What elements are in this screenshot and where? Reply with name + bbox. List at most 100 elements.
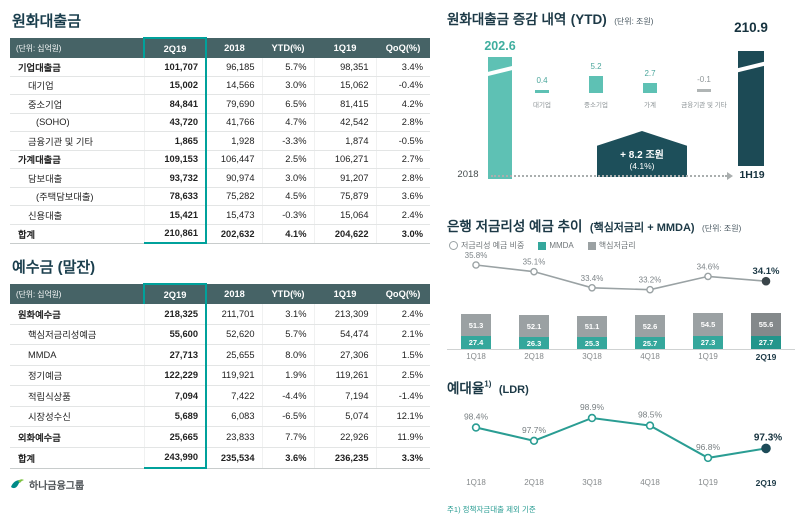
- value-cell: 3.6%: [375, 187, 430, 206]
- value-cell: 7,422: [205, 385, 262, 407]
- value-cell: 14,566: [205, 76, 262, 95]
- deposits-table: (단위: 십억원) 2Q19 2018 YTD(%) 1Q19 QoQ(%) 원…: [10, 283, 430, 469]
- row-label: 적립식상품: [10, 385, 144, 407]
- value-cell: 52,620: [205, 324, 262, 345]
- value-cell: 2.4%: [375, 205, 430, 225]
- value-current-quarter: 78,633: [143, 187, 207, 206]
- value-cell: 25,655: [205, 344, 262, 366]
- line-point: [645, 421, 655, 430]
- deposits-table-title: 예수금 (말잔): [12, 259, 96, 276]
- table-row: 원화예수금 218,325 211,701 3.1% 213,309 2.4%: [10, 304, 430, 325]
- value-current-quarter: 5,689: [143, 406, 207, 427]
- table-row: MMDA 27,713 25,655 8.0% 27,306 1.5%: [10, 344, 430, 366]
- delta-value: 2.7: [644, 69, 656, 78]
- table-row: 핵심저금리성예금 55,600 52,620 5.7% 54,474 2.1%: [10, 324, 430, 345]
- value-current-quarter: 55,600: [143, 324, 207, 345]
- value-cell: 2.5%: [375, 365, 430, 386]
- value-cell: 1,928: [205, 131, 262, 151]
- ratio-line: [475, 264, 767, 291]
- row-label: 합계: [10, 446, 144, 469]
- legend-label: MMDA: [549, 241, 574, 250]
- line-point: [704, 272, 712, 281]
- delta-label: 대기업: [533, 102, 551, 109]
- waterfall-end-value: 210.9: [734, 20, 768, 35]
- x-axis-label: 4Q18: [640, 478, 660, 487]
- value-current-quarter: 84,841: [143, 94, 207, 114]
- value-cell: 119,921: [205, 365, 262, 386]
- value-cell: 91,207: [313, 168, 376, 188]
- value-cell: 2.7%: [375, 150, 430, 169]
- row-label: 외화예수금: [10, 426, 144, 448]
- value-cell: 235,534: [205, 446, 262, 469]
- chart-title-text: 예대율: [447, 381, 485, 396]
- value-cell: 3.4%: [375, 58, 430, 77]
- value-cell: 4.2%: [375, 94, 430, 114]
- value-cell: 15,473: [205, 205, 262, 225]
- core-lowcost-bar-segment: 51.1: [577, 316, 607, 337]
- value-cell: 79,690: [205, 94, 262, 114]
- line-point-label: 35.1%: [523, 258, 546, 267]
- lowcost-deposit-combo-chart: 51.3 27.4 1Q18 52.1 26.3 2Q18 51.1 25.3 3Q18 52.6…: [447, 251, 795, 365]
- start-axis-label: 2018: [457, 169, 479, 180]
- row-label: 담보대출: [10, 168, 144, 188]
- unit-label: (단위: 십억원): [10, 38, 144, 58]
- combo-chart-legend: 저금리성 예금 비중 MMDA 핵심저금리: [449, 240, 795, 251]
- value-cell: 3.3%: [375, 446, 430, 469]
- value-cell: 3.6%: [261, 446, 314, 469]
- value-cell: 5.7%: [261, 324, 314, 345]
- x-axis-label: 1Q19: [698, 478, 718, 487]
- row-label: 시장성수신: [10, 406, 144, 427]
- table-row: (주택담보대출) 78,633 75,282 4.5% 75,879 3.6%: [10, 187, 430, 206]
- x-axis-label: 2Q18: [524, 352, 544, 361]
- ldr-polyline: [475, 416, 767, 459]
- line-point-label: 96.8%: [696, 442, 721, 452]
- row-label: (주택담보대출): [10, 187, 144, 206]
- value-current-quarter: 109,153: [143, 150, 207, 169]
- chart-title-text: 은행 저금리성 예금 추이: [447, 219, 583, 234]
- value-cell: 106,447: [205, 150, 262, 169]
- chart-title-suffix: (LDR): [498, 384, 529, 396]
- value-cell: 75,879: [313, 187, 376, 206]
- value-cell: 236,235: [313, 446, 376, 469]
- value-cell: -0.5%: [375, 131, 430, 151]
- combo-chart-title: 은행 저금리성 예금 추이 (핵심저금리 + MMDA) (단위: 조원): [447, 215, 795, 236]
- value-cell: 2.8%: [375, 168, 430, 188]
- legend-item-core: 핵심저금리: [587, 240, 636, 251]
- line-point: [588, 283, 596, 292]
- value-cell: 5.7%: [261, 58, 314, 77]
- x-axis-label: 1Q19: [698, 352, 718, 361]
- row-label: 기업대출금: [10, 58, 144, 77]
- line-point-label: 33.2%: [639, 276, 662, 285]
- value-cell: 2.5%: [261, 150, 314, 169]
- value-cell: 1.9%: [261, 365, 314, 386]
- table-row: 기업대출금 101,707 96,185 5.7% 98,351 3.4%: [10, 58, 430, 77]
- col-header-2q19: 2Q19: [143, 283, 207, 304]
- waterfall-start-bar: [488, 57, 512, 179]
- line-point: [761, 443, 771, 454]
- value-cell: 96,185: [205, 58, 262, 77]
- value-cell: 6,083: [205, 406, 262, 427]
- table-row: 대기업 15,002 14,566 3.0% 15,062 -0.4%: [10, 76, 430, 95]
- trend-dotted-line: [491, 175, 727, 177]
- row-label: (SOHO): [10, 113, 144, 132]
- row-label: 정기예금: [10, 365, 144, 386]
- ldr-chart-title: 예대율1) (LDR): [447, 377, 795, 398]
- loans-table-body: 기업대출금 101,707 96,185 5.7% 98,351 3.4% 대기업 15,00…: [10, 58, 430, 244]
- line-point-label: 33.4%: [581, 274, 604, 283]
- value-cell: 81,415: [313, 94, 376, 114]
- trend-arrowhead-icon: [727, 172, 733, 180]
- delta-label: 중소기업: [584, 102, 608, 109]
- chart-unit-label: (단위: 조원): [702, 224, 742, 233]
- right-panel: 원화대출금 증감 내역 (YTD) (단위: 조원) 202.6 0.4 대기업 5.…: [447, 8, 795, 515]
- value-cell: 3.0%: [375, 223, 430, 244]
- table-row: 시장성수신 5,689 6,083 -6.5% 5,074 12.1%: [10, 406, 430, 427]
- core-lowcost-bar-segment: 52.6: [635, 315, 665, 337]
- value-cell: 3.0%: [261, 76, 314, 95]
- table-row: 신용대출 15,421 15,473 -0.3% 15,064 2.4%: [10, 205, 430, 225]
- ldr-line-chart: 98.4% 97.7% 98.9% 98.5% 96.8% 97.3% 1Q18 2Q18 3Q…: [447, 402, 795, 496]
- mmda-bar-segment: 25.3: [577, 337, 607, 349]
- table-row: 금융기관 및 기타 1,865 1,928 -3.3% 1,874 -0.5%: [10, 131, 430, 151]
- loans-table-title: 원화대출금: [12, 13, 82, 30]
- row-label: 원화예수금: [10, 304, 144, 325]
